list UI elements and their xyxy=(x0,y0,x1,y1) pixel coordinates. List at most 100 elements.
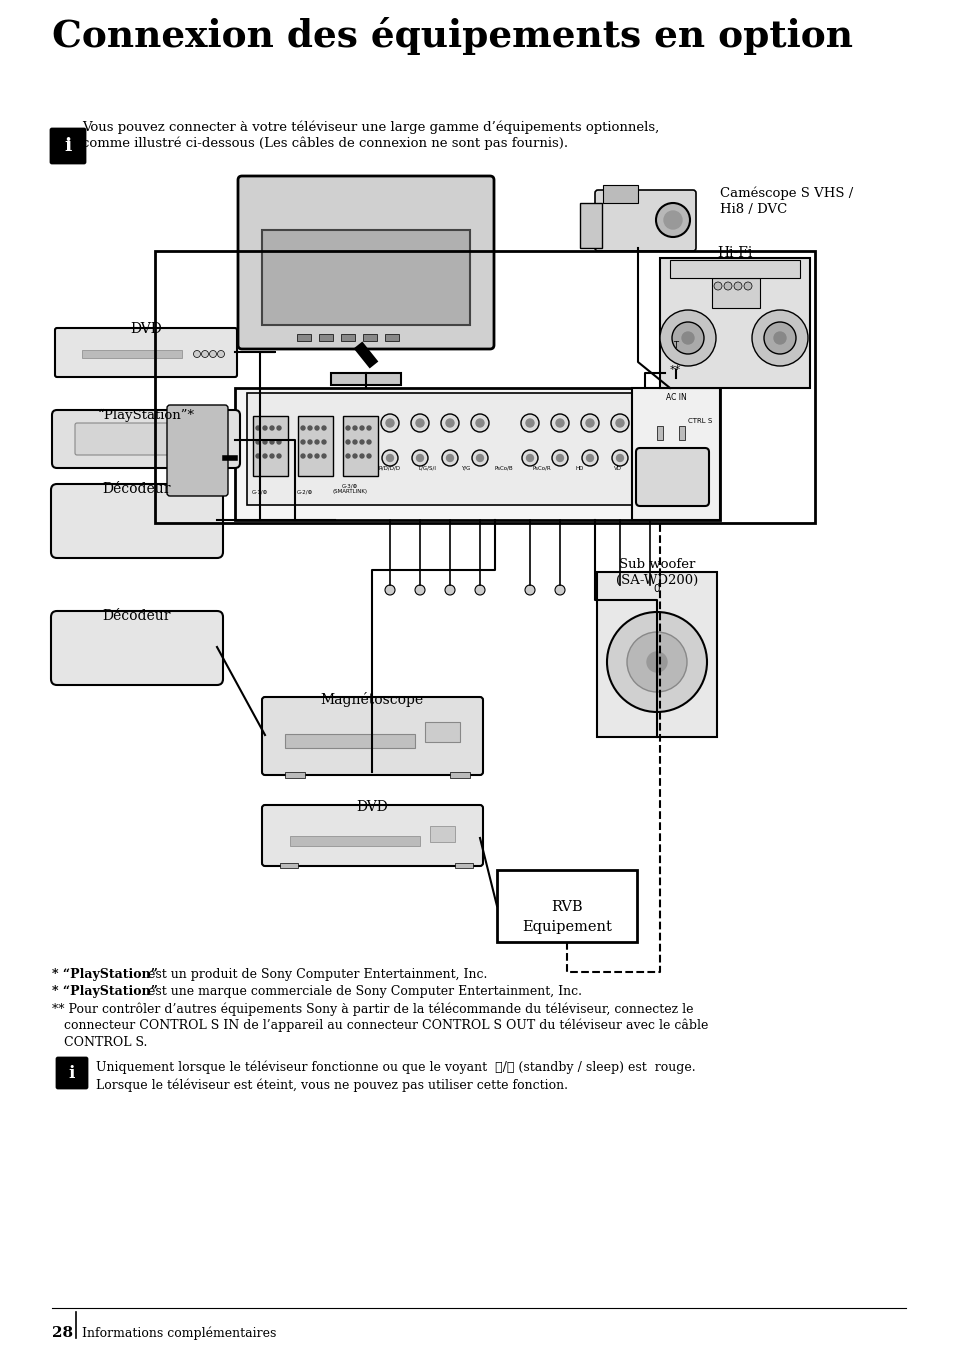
Text: i: i xyxy=(64,137,71,154)
Bar xyxy=(679,425,684,440)
Text: HD: HD xyxy=(576,466,583,472)
Circle shape xyxy=(263,440,267,444)
Circle shape xyxy=(640,415,659,432)
Bar xyxy=(497,870,637,942)
Bar xyxy=(424,722,459,743)
Circle shape xyxy=(255,440,260,444)
Circle shape xyxy=(751,310,807,366)
Text: PsCo/R: PsCo/R xyxy=(532,466,551,472)
Text: T: T xyxy=(673,341,678,350)
Bar xyxy=(597,572,717,737)
Circle shape xyxy=(322,440,326,444)
FancyBboxPatch shape xyxy=(51,484,223,558)
Text: PsCo/B: PsCo/B xyxy=(495,466,513,472)
Text: Hi-Fi: Hi-Fi xyxy=(717,247,752,260)
Circle shape xyxy=(308,454,312,458)
Bar xyxy=(262,230,470,325)
Circle shape xyxy=(270,425,274,430)
Circle shape xyxy=(444,585,455,595)
Circle shape xyxy=(626,631,686,692)
Circle shape xyxy=(556,454,563,462)
Circle shape xyxy=(773,332,785,344)
Text: G-3/⊕
(SMARTLINK): G-3/⊕ (SMARTLINK) xyxy=(333,484,367,495)
Circle shape xyxy=(446,419,454,427)
Circle shape xyxy=(663,211,681,229)
Circle shape xyxy=(743,282,751,290)
Circle shape xyxy=(359,454,364,458)
Circle shape xyxy=(476,454,483,462)
Bar xyxy=(450,772,470,778)
Circle shape xyxy=(471,415,489,432)
Circle shape xyxy=(580,415,598,432)
Circle shape xyxy=(386,454,393,462)
Text: AC IN: AC IN xyxy=(665,393,685,402)
Circle shape xyxy=(359,440,364,444)
Bar xyxy=(234,388,720,520)
Circle shape xyxy=(733,282,741,290)
Bar xyxy=(363,333,376,341)
FancyBboxPatch shape xyxy=(52,411,240,467)
Bar xyxy=(207,434,213,443)
Text: i: i xyxy=(69,1065,75,1081)
Circle shape xyxy=(380,415,398,432)
Circle shape xyxy=(646,454,653,462)
Circle shape xyxy=(381,450,397,466)
Text: ** Pour contrôler d’autres équipements Sony à partir de la télécommande du télév: ** Pour contrôler d’autres équipements S… xyxy=(52,1001,693,1015)
Circle shape xyxy=(555,585,564,595)
FancyBboxPatch shape xyxy=(57,1058,87,1088)
Bar xyxy=(285,772,305,778)
Text: est une marque commerciale de Sony Computer Entertainment, Inc.: est une marque commerciale de Sony Compu… xyxy=(144,985,581,999)
Text: Décodeur: Décodeur xyxy=(103,608,172,623)
Bar xyxy=(579,203,601,248)
Text: 28: 28 xyxy=(52,1327,73,1340)
Text: * “PlayStation”: * “PlayStation” xyxy=(52,985,157,999)
Circle shape xyxy=(644,585,655,595)
Text: Sub woofer: Sub woofer xyxy=(618,558,695,570)
Circle shape xyxy=(585,419,594,427)
Text: Equipement: Equipement xyxy=(521,920,611,934)
Circle shape xyxy=(659,310,716,366)
Circle shape xyxy=(723,282,731,290)
Circle shape xyxy=(446,454,453,462)
Text: Caméscope S VHS /: Caméscope S VHS / xyxy=(720,187,852,201)
Circle shape xyxy=(270,440,274,444)
Circle shape xyxy=(476,419,483,427)
Circle shape xyxy=(411,415,429,432)
Text: est un produit de Sony Computer Entertainment, Inc.: est un produit de Sony Computer Entertai… xyxy=(144,967,487,981)
Circle shape xyxy=(552,450,567,466)
Circle shape xyxy=(308,440,312,444)
Circle shape xyxy=(681,332,693,344)
Circle shape xyxy=(763,322,795,354)
Circle shape xyxy=(353,454,356,458)
Circle shape xyxy=(270,454,274,458)
Circle shape xyxy=(308,425,312,430)
Bar xyxy=(455,863,473,869)
FancyBboxPatch shape xyxy=(636,449,708,505)
Circle shape xyxy=(656,203,689,237)
Circle shape xyxy=(322,454,326,458)
Bar xyxy=(602,186,638,203)
Bar xyxy=(280,863,297,869)
Circle shape xyxy=(301,440,305,444)
Circle shape xyxy=(353,425,356,430)
Bar xyxy=(187,434,193,443)
Circle shape xyxy=(276,425,281,430)
Circle shape xyxy=(615,585,624,595)
Circle shape xyxy=(367,440,371,444)
Circle shape xyxy=(526,454,533,462)
Circle shape xyxy=(415,585,424,595)
Circle shape xyxy=(346,425,350,430)
Text: “PlayStation”*: “PlayStation”* xyxy=(97,409,194,423)
Circle shape xyxy=(193,351,200,358)
Text: (SA-WD200): (SA-WD200) xyxy=(616,575,698,587)
Circle shape xyxy=(217,351,224,358)
Text: DVD: DVD xyxy=(355,799,388,814)
Text: VD: VD xyxy=(614,466,621,472)
Circle shape xyxy=(551,415,568,432)
Bar xyxy=(711,278,760,308)
Circle shape xyxy=(263,454,267,458)
Bar xyxy=(82,350,182,358)
Text: 0: 0 xyxy=(653,584,659,593)
Circle shape xyxy=(646,652,666,672)
FancyBboxPatch shape xyxy=(262,805,482,866)
